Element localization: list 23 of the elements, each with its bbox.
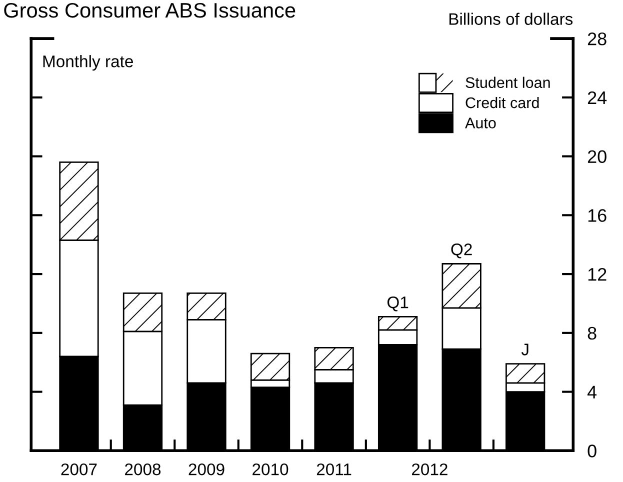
y-tick-label: 4 bbox=[587, 386, 597, 398]
y-tick-label: 8 bbox=[588, 326, 596, 340]
y-axis-title: Billions of dollars bbox=[449, 12, 573, 25]
x-tick-label: 2007 bbox=[61, 463, 97, 476]
x-tick-label: 2009 bbox=[188, 463, 224, 476]
y-tick-label: 12 bbox=[588, 268, 606, 281]
legend-label: Student loan bbox=[466, 76, 550, 88]
chart-title: Gross Consumer ABS Issuance bbox=[4, 2, 296, 18]
text: 2012 bbox=[412, 463, 448, 476]
y-tick-label: 24 bbox=[588, 91, 607, 104]
legend-label: Credit card bbox=[466, 96, 539, 108]
legend-label: Auto bbox=[465, 118, 496, 128]
x-tick-label: Q1 bbox=[387, 296, 408, 312]
x-tick-label: Q2 bbox=[451, 244, 472, 258]
x-tick-label: 2010 bbox=[252, 463, 288, 476]
y-tick-label: 28 bbox=[588, 32, 606, 46]
y-tick-label: 20 bbox=[588, 150, 606, 164]
x-tick-label: 2008 bbox=[125, 463, 161, 476]
y-tick-label: 0 bbox=[588, 444, 596, 458]
x-tick-label: 2011 bbox=[316, 463, 352, 476]
annotation: Monthly rate bbox=[43, 55, 133, 71]
y-tick-label: 16 bbox=[588, 209, 606, 222]
x-tick-label: J bbox=[521, 344, 528, 356]
